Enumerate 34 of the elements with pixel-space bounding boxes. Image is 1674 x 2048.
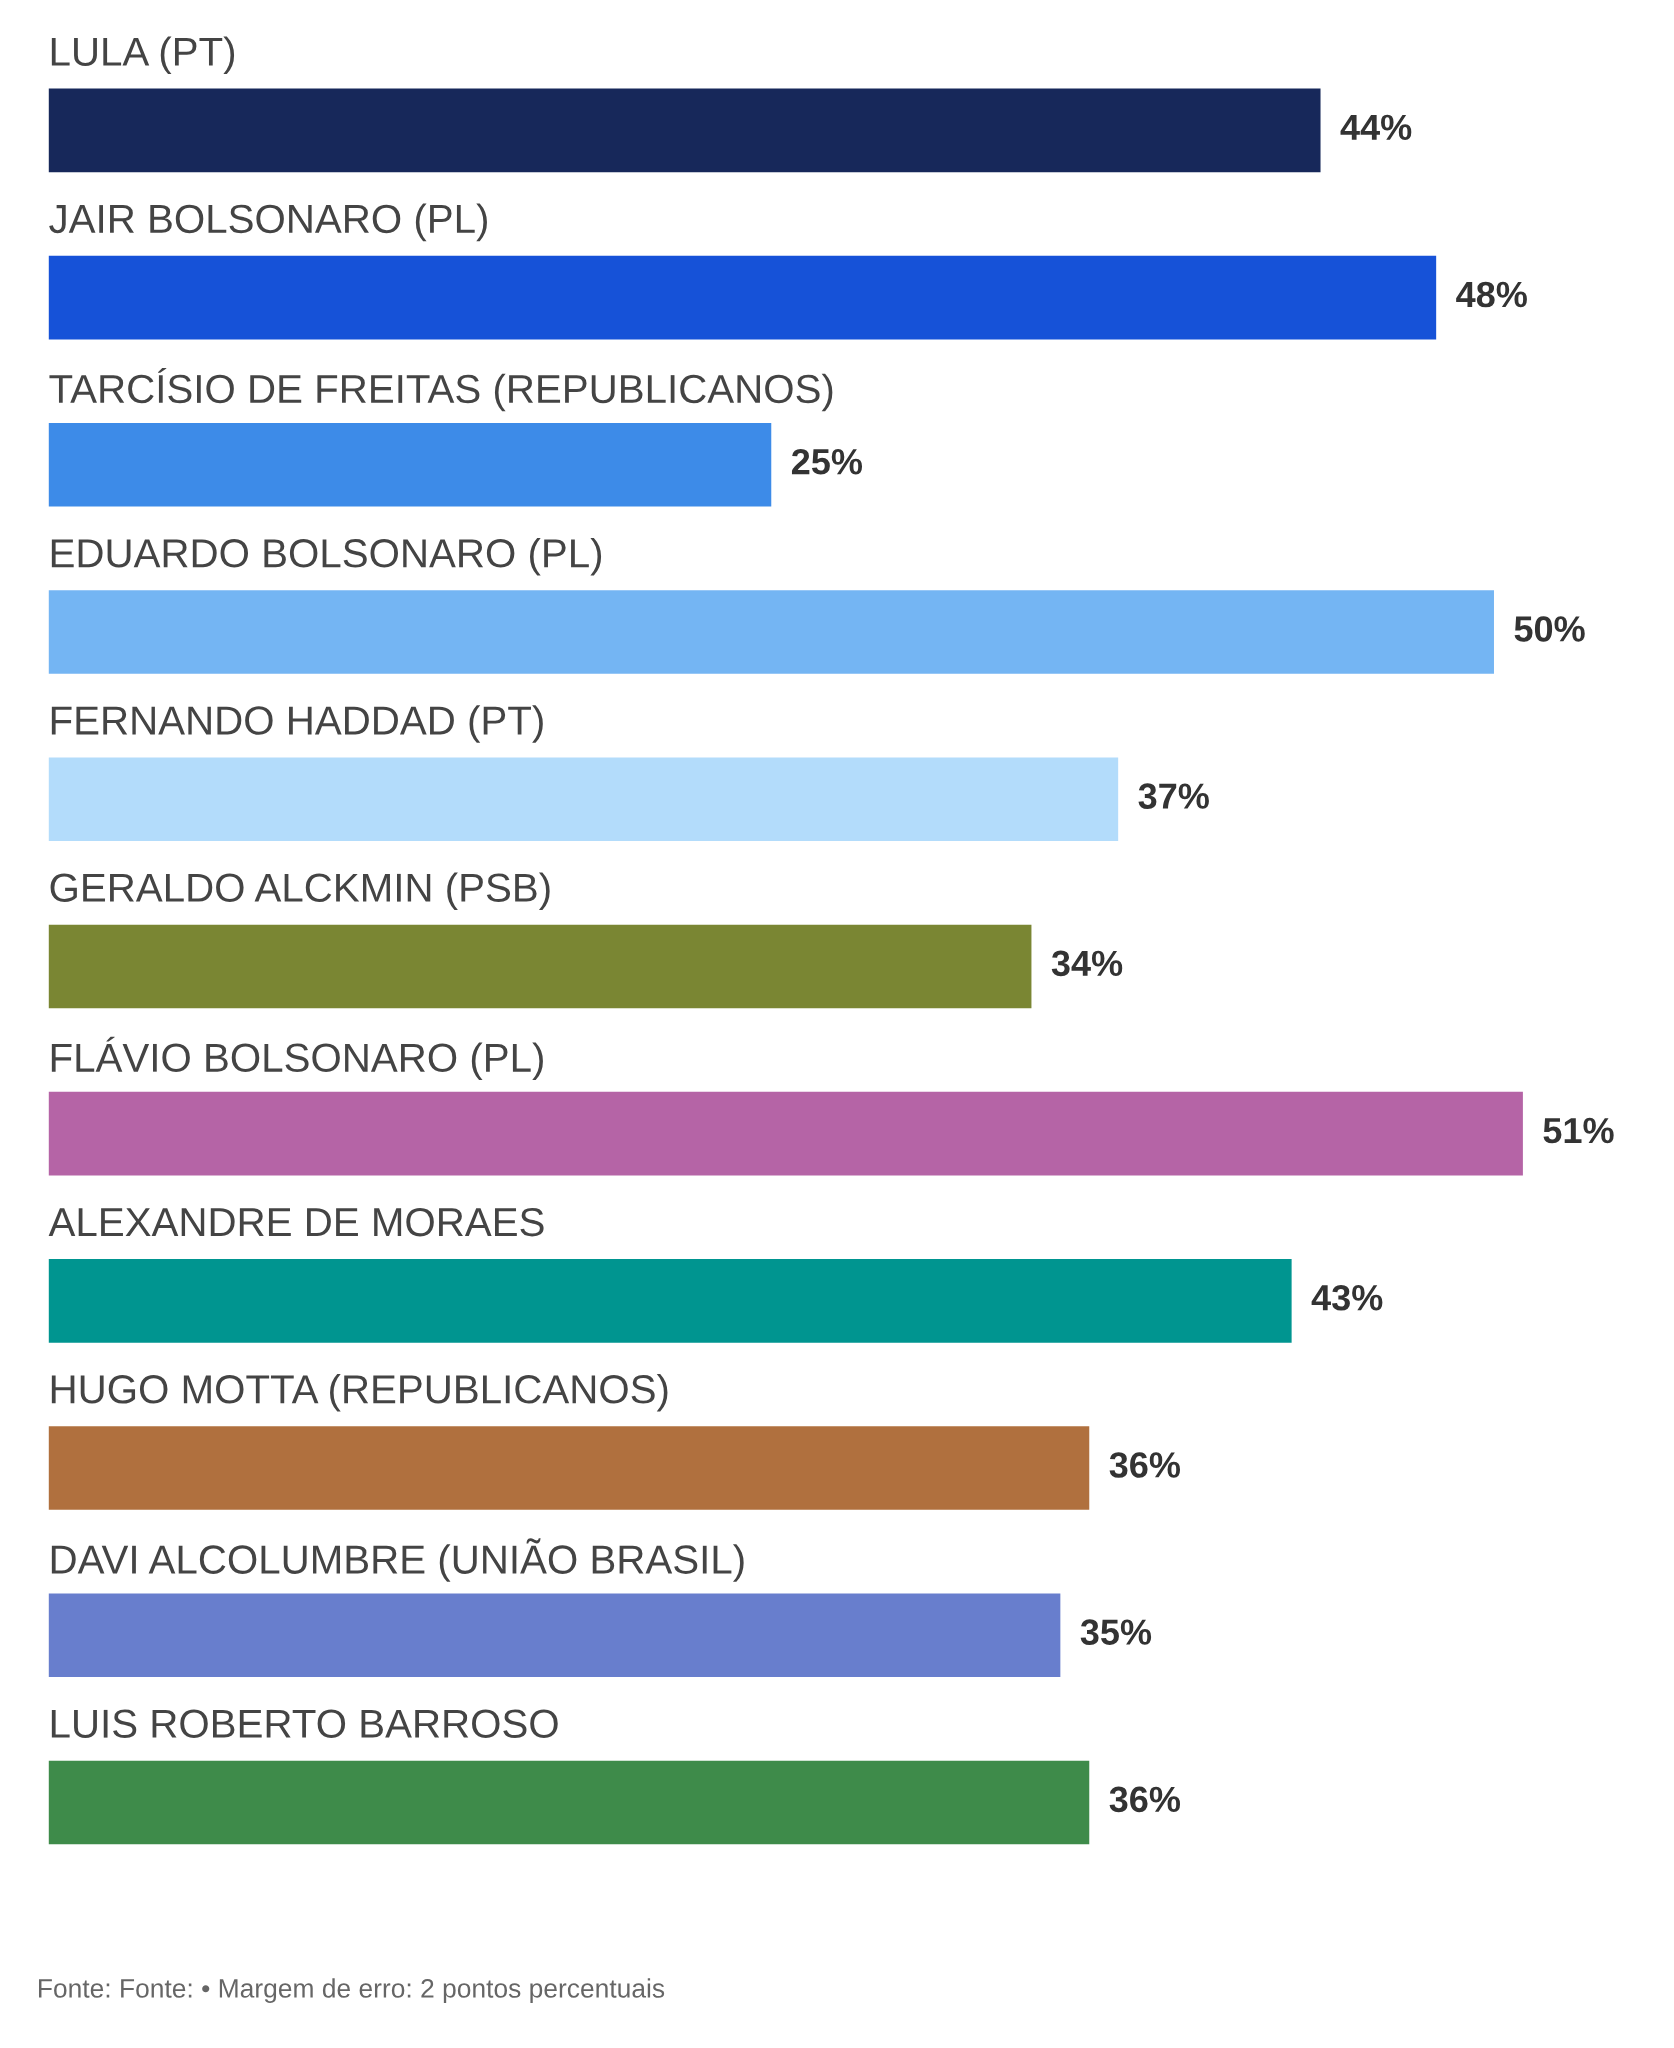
bar	[48, 757, 1119, 842]
y-tick-label: LULA (PT)	[51, 36, 235, 74]
data-label: 44%	[1340, 114, 1412, 141]
data-label: 37%	[1138, 783, 1209, 809]
bar	[48, 1426, 1090, 1510]
bar	[48, 1760, 1090, 1845]
bar	[48, 1259, 1292, 1343]
bar	[48, 590, 1494, 674]
data-label: 36%	[1109, 1786, 1181, 1813]
y-tick-label: HUGO MOTTA (REPUBLICANOS)	[51, 1374, 668, 1412]
bar	[48, 924, 1032, 1009]
bar	[48, 1593, 1061, 1678]
y-tick-label: TARCÍSIO DE FREITAS (REPUBLICANOS)	[49, 367, 833, 412]
data-label: 43%	[1311, 1284, 1383, 1311]
bar	[48, 423, 772, 507]
data-label: 36%	[1109, 1452, 1181, 1478]
y-tick-label: GERALDO ALCKMIN (PSB)	[50, 872, 550, 910]
y-tick-label: LUIS ROBERTO BARROSO	[51, 1709, 558, 1739]
data-label: 25%	[791, 448, 863, 475]
source-note: Fonte: Fonte: • Margem de erro: 2 pontos percentuais	[38, 1978, 665, 2003]
data-label: 51%	[1543, 1117, 1614, 1144]
y-tick-label: ALEXANDRE DE MORAES	[48, 1207, 544, 1237]
bar	[48, 1091, 1523, 1176]
y-tick-label: FLÁVIO BOLSONARO (PL)	[51, 1036, 543, 1080]
data-label: 35%	[1080, 1619, 1152, 1645]
y-tick-label: DAVI ALCOLUMBRE (UNIÃO BRASIL)	[51, 1538, 744, 1582]
y-tick-label: FERNANDO HADDAD (PT)	[51, 705, 543, 743]
bar	[48, 88, 1321, 173]
bar	[48, 255, 1437, 340]
y-tick-label: EDUARDO BOLSONARO (PL)	[51, 538, 602, 576]
data-label: 48%	[1456, 281, 1527, 308]
y-tick-label: JAIR BOLSONARO (PL)	[49, 203, 487, 242]
data-label: 34%	[1051, 950, 1123, 977]
data-label: 50%	[1514, 616, 1585, 642]
